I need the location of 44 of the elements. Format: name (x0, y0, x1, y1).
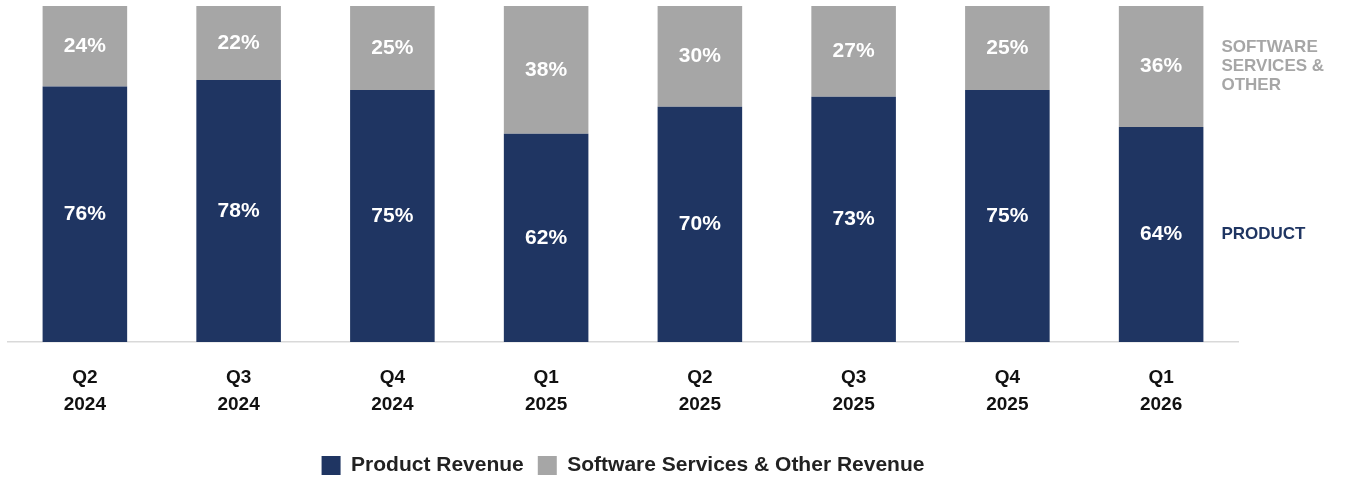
data-label: 78% (217, 197, 260, 221)
bar (1118, 126, 1204, 342)
annotation: PRODUCT (1221, 224, 1307, 244)
bar (503, 6, 589, 134)
bar (1118, 6, 1204, 127)
data-label: 25% (371, 34, 414, 58)
bar (811, 96, 896, 342)
legend-label: Software Services & Other Revenue (567, 452, 925, 476)
data-label: 70% (678, 211, 722, 235)
data-label: 27% (832, 38, 875, 62)
data-label: 64% (1140, 221, 1183, 245)
bar (350, 6, 435, 90)
annotation: SOFTWARE SERVICES & OTHER (1221, 37, 1325, 95)
x-tick-label: Q4 2025 (986, 365, 1029, 415)
x-tick-label: Q1 2025 (524, 365, 568, 415)
data-label: 62% (525, 224, 568, 248)
data-label: 36% (1140, 53, 1183, 77)
x-tick-label: Q2 2025 (678, 365, 722, 415)
bar (811, 6, 896, 97)
data-label: 38% (525, 56, 568, 80)
data-label: 75% (371, 202, 414, 226)
bar (350, 89, 435, 342)
data-label: 24% (63, 33, 107, 57)
bar (965, 89, 1050, 342)
bar (42, 6, 128, 87)
bar (965, 6, 1050, 90)
data-label: 30% (678, 43, 722, 67)
x-tick-label: Q4 2024 (371, 365, 414, 415)
x-tick-label: Q3 2025 (832, 365, 876, 415)
bar (42, 86, 128, 342)
x-tick-label: Q1 2026 (1139, 365, 1183, 415)
bar (657, 106, 743, 342)
data-label: 73% (832, 206, 875, 230)
data-label: 25% (986, 34, 1029, 58)
bar (503, 133, 589, 342)
x-tick-label: Q2 2024 (63, 365, 107, 415)
data-label: 75% (986, 202, 1029, 226)
x-tick-label: Q3 2024 (217, 365, 261, 415)
bar (196, 6, 281, 80)
data-label: 22% (217, 29, 260, 53)
bar (657, 6, 743, 107)
legend-label: Product Revenue (351, 452, 524, 476)
bar (196, 79, 281, 342)
data-label: 76% (63, 201, 107, 225)
